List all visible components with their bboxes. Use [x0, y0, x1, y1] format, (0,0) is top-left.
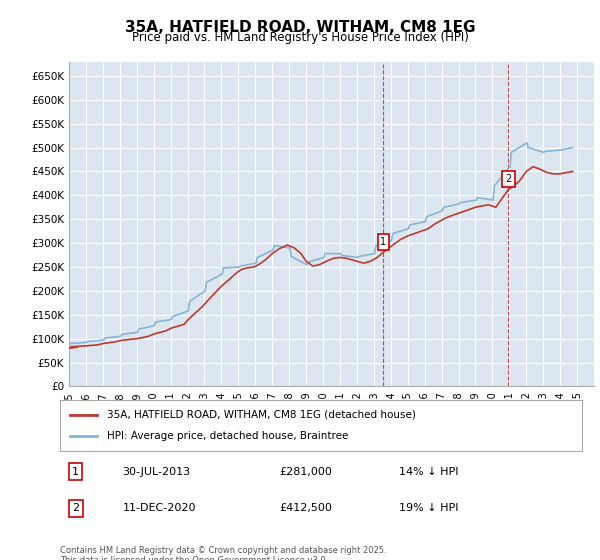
Text: 2: 2 — [505, 174, 512, 184]
Text: 30-JUL-2013: 30-JUL-2013 — [122, 467, 191, 477]
Text: 35A, HATFIELD ROAD, WITHAM, CM8 1EG (detached house): 35A, HATFIELD ROAD, WITHAM, CM8 1EG (det… — [107, 409, 416, 419]
Text: £412,500: £412,500 — [279, 503, 332, 513]
Text: 1: 1 — [380, 237, 386, 246]
Text: 2: 2 — [72, 503, 79, 513]
Text: 35A, HATFIELD ROAD, WITHAM, CM8 1EG: 35A, HATFIELD ROAD, WITHAM, CM8 1EG — [125, 20, 475, 35]
Text: 1: 1 — [72, 467, 79, 477]
Text: £281,000: £281,000 — [279, 467, 332, 477]
Text: 19% ↓ HPI: 19% ↓ HPI — [400, 503, 459, 513]
Text: 11-DEC-2020: 11-DEC-2020 — [122, 503, 196, 513]
Text: HPI: Average price, detached house, Braintree: HPI: Average price, detached house, Brai… — [107, 431, 349, 441]
Text: Price paid vs. HM Land Registry's House Price Index (HPI): Price paid vs. HM Land Registry's House … — [131, 31, 469, 44]
Text: 14% ↓ HPI: 14% ↓ HPI — [400, 467, 459, 477]
Text: Contains HM Land Registry data © Crown copyright and database right 2025.
This d: Contains HM Land Registry data © Crown c… — [60, 546, 386, 560]
